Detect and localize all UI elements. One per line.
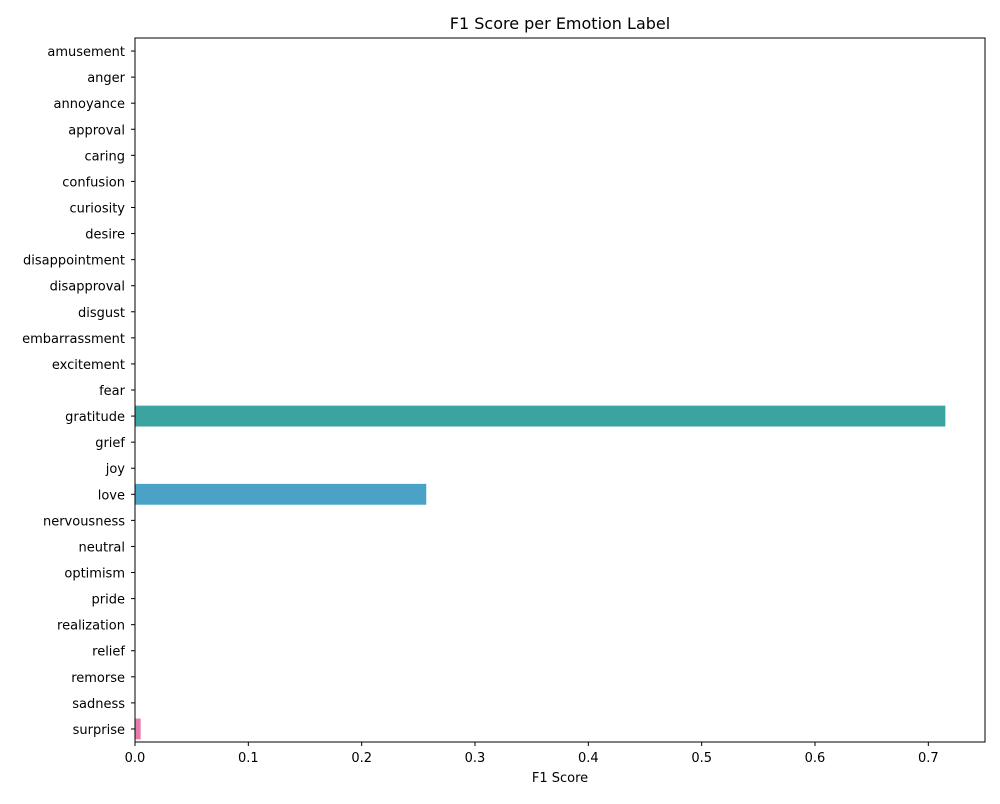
chart-title: F1 Score per Emotion Label — [450, 14, 670, 33]
x-tick-label: 0.1 — [238, 751, 259, 766]
y-tick-label: amusement — [47, 45, 125, 60]
y-tick-label: disappointment — [23, 254, 125, 269]
bar-surprise — [135, 718, 141, 740]
y-tick-label: desire — [85, 228, 125, 243]
x-axis-label: F1 Score — [532, 771, 588, 786]
y-tick-label: confusion — [62, 175, 125, 190]
bar-love — [135, 483, 427, 505]
x-tick-label: 0.0 — [125, 751, 146, 766]
bars-layer — [135, 405, 946, 740]
y-tick-label: nervousness — [43, 514, 125, 529]
y-tick-label: relief — [92, 645, 125, 660]
y-tick-label: approval — [68, 123, 125, 138]
y-tick-label: grief — [95, 436, 125, 451]
y-tick-label: curiosity — [70, 201, 126, 216]
y-tick-label: optimism — [64, 567, 125, 582]
y-tick-label: neutral — [79, 540, 126, 555]
y-tick-label: realization — [57, 619, 125, 634]
x-axis: 0.0 0.1 0.2 0.3 0.4 0.5 0.6 0.7 — [125, 742, 939, 766]
y-tick-label: caring — [84, 149, 125, 164]
y-tick-label: fear — [99, 384, 126, 399]
y-tick-label: disgust — [78, 306, 125, 321]
y-tick-label: gratitude — [65, 410, 125, 425]
y-tick-label: embarrassment — [22, 332, 125, 347]
y-tick-label: annoyance — [54, 97, 125, 112]
x-tick-label: 0.5 — [691, 751, 712, 766]
y-tick-label: love — [98, 488, 125, 503]
x-tick-label: 0.3 — [465, 751, 486, 766]
y-tick-label: disapproval — [50, 280, 125, 295]
x-tick-label: 0.7 — [918, 751, 939, 766]
y-tick-label: sadness — [72, 697, 125, 712]
bar-gratitude — [135, 405, 946, 427]
y-tick-label: joy — [105, 462, 126, 477]
y-tick-label: pride — [92, 593, 125, 608]
x-tick-label: 0.4 — [578, 751, 599, 766]
y-tick-label: anger — [87, 71, 125, 86]
x-tick-label: 0.2 — [351, 751, 372, 766]
y-tick-label: surprise — [73, 723, 125, 738]
y-axis: amusement anger annoyance approval caring con… — [22, 45, 135, 738]
plot-frame — [134, 37, 986, 743]
y-tick-label: remorse — [71, 671, 125, 686]
x-tick-label: 0.6 — [805, 751, 826, 766]
y-tick-label: excitement — [52, 358, 125, 373]
